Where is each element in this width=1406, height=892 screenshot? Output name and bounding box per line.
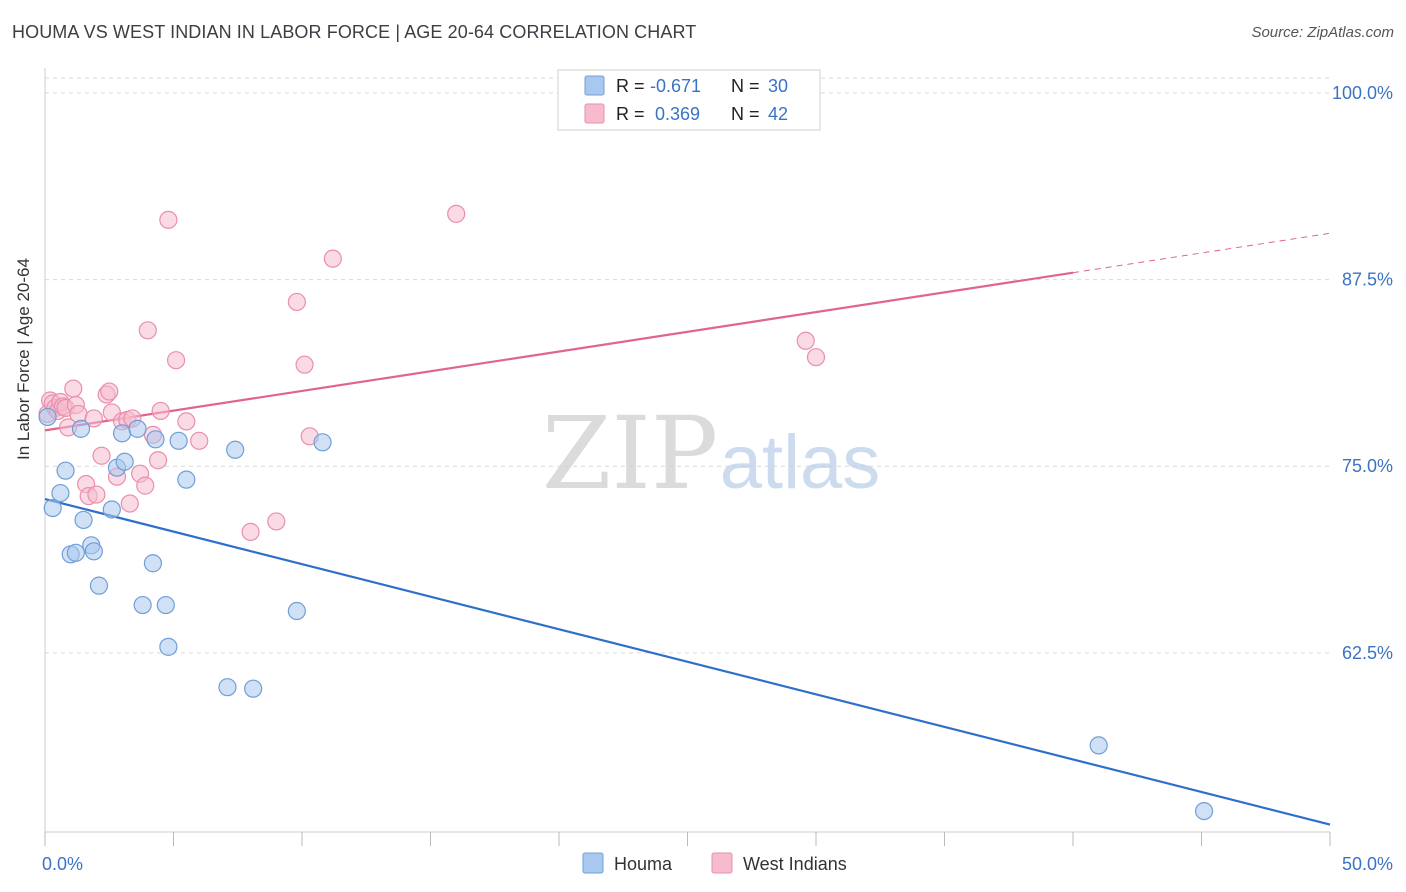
- houma-point: [169, 431, 188, 450]
- legend-houma-swatch: [582, 852, 604, 874]
- houma-point: [1194, 801, 1214, 821]
- westindians-point: [323, 249, 342, 268]
- houma-r-label: R =: [616, 76, 645, 96]
- westindian-r-value: 0.369: [650, 104, 700, 124]
- houma-point: [51, 483, 70, 503]
- houma-point: [1089, 736, 1108, 755]
- westindians-point: [241, 522, 260, 541]
- watermark-atlas: atlas: [720, 420, 881, 505]
- houma-point: [218, 678, 237, 697]
- westindians-point: [120, 494, 139, 513]
- westindians-point: [148, 451, 168, 470]
- houma-r-value: -0.671: [650, 76, 701, 96]
- houma-point: [71, 419, 91, 438]
- westindians-point: [806, 348, 826, 367]
- westindians-point: [64, 379, 83, 398]
- watermark: ZIP atlas: [542, 395, 880, 512]
- point-layer: [38, 204, 1214, 821]
- houma-point: [102, 500, 121, 519]
- legend-houma-label: Houma: [614, 854, 673, 874]
- series-legend: Houma West Indians: [582, 852, 847, 874]
- houma-point: [74, 510, 93, 530]
- westindians-point: [796, 331, 815, 350]
- houma-point: [287, 601, 306, 621]
- westindians-point: [166, 351, 186, 370]
- houma-point: [66, 543, 85, 562]
- y-tick-label: 87.5%: [1342, 270, 1393, 290]
- houma-point: [156, 595, 175, 615]
- trend-line-dashed-1: [1072, 232, 1331, 274]
- source-label: Source: ZipAtlas.com: [1251, 24, 1394, 41]
- houma-point: [226, 440, 245, 459]
- houma-point: [38, 407, 57, 427]
- westindian-swatch: [584, 103, 605, 124]
- westindians-point: [190, 431, 209, 450]
- westindians-point: [69, 404, 88, 424]
- trend-layer: [44, 232, 1331, 826]
- westindians-point: [159, 210, 178, 229]
- houma-point: [56, 461, 75, 480]
- westindians-point: [92, 446, 111, 465]
- houma-point: [159, 637, 178, 656]
- westindians-point: [287, 292, 306, 312]
- houma-point: [146, 430, 165, 449]
- houma-point: [128, 419, 147, 438]
- westindians-point: [136, 476, 155, 495]
- westindians-point: [100, 382, 119, 401]
- houma-point: [313, 433, 332, 452]
- y-tick-label: 100.0%: [1332, 83, 1393, 103]
- y-tick-label: 62.5%: [1342, 643, 1393, 663]
- legend-westindians-swatch: [711, 852, 733, 874]
- stats-legend: R = -0.671 N = 30 R = 0.369 N = 42: [557, 69, 821, 131]
- houma-point: [177, 470, 196, 489]
- houma-point: [112, 424, 132, 443]
- trend-line-0: [44, 497, 1331, 826]
- westindians-point: [295, 355, 314, 374]
- westindian-r-label: R =: [616, 104, 645, 124]
- westindians-point: [138, 321, 157, 340]
- westindian-n-value: 42: [768, 104, 788, 124]
- houma-swatch: [584, 75, 605, 96]
- axis-layer: [44, 68, 1331, 846]
- westindians-point: [87, 485, 106, 504]
- westindians-point: [151, 401, 170, 421]
- westindians-point: [447, 204, 466, 223]
- houma-n-label: N =: [731, 76, 760, 96]
- westindian-n-label: N =: [731, 104, 760, 124]
- westindians-point: [84, 409, 103, 428]
- westindians-point: [267, 512, 286, 531]
- houma-point: [244, 679, 263, 698]
- grid-layer: [45, 77, 1330, 654]
- trend-line-1: [44, 271, 1074, 432]
- y-tick-label: 75.0%: [1342, 456, 1393, 476]
- x-tick-label: 50.0%: [1342, 854, 1393, 874]
- houma-point: [84, 542, 103, 561]
- legend-westindians-label: West Indians: [743, 854, 847, 874]
- houma-point: [133, 595, 152, 615]
- watermark-zip: ZIP: [542, 395, 718, 512]
- westindians-point: [177, 412, 196, 431]
- tick-label-layer: 100.0% 87.5% 75.0% 62.5% 0.0% 50.0%: [42, 83, 1393, 874]
- houma-n-value: 30: [768, 76, 788, 96]
- houma-point: [43, 498, 62, 518]
- chart-title: HOUMA VS WEST INDIAN IN LABOR FORCE | AG…: [12, 22, 697, 42]
- x-tick-label: 0.0%: [42, 854, 83, 874]
- houma-point: [89, 576, 109, 595]
- houma-point: [143, 554, 163, 573]
- houma-point: [115, 452, 134, 471]
